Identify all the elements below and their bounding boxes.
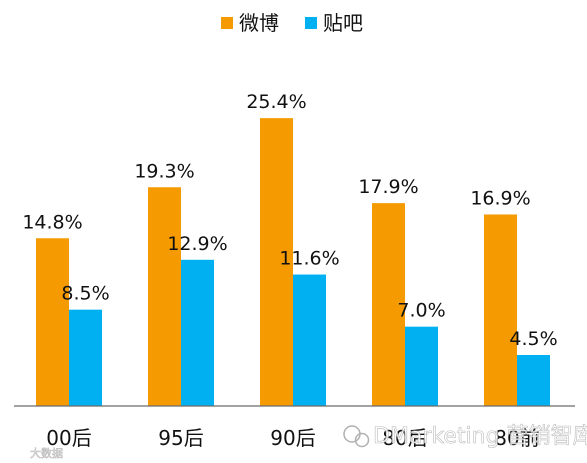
wechat-icon-2 (354, 432, 370, 448)
bar-weibo-1 (148, 187, 181, 406)
data-label-tieba-3: 7.0% (397, 300, 445, 322)
bar-weibo-0 (36, 238, 69, 406)
x-tick-label-0: 00后 (46, 426, 91, 450)
data-label-weibo-1: 19.3% (134, 160, 194, 182)
bar-tieba-0 (69, 309, 102, 406)
bar-weibo-4 (484, 214, 517, 406)
bar-weibo-2 (260, 118, 293, 406)
legend-label-weibo: 微博 (239, 11, 279, 35)
legend: 微博 贴吧 (221, 11, 363, 35)
bar-tieba-4 (517, 355, 550, 406)
data-label-weibo-4: 16.9% (470, 187, 530, 209)
x-axis-ticks: 00后 95后 90后 80后 80前 (46, 426, 539, 450)
data-labels: 14.8% 8.5% 19.3% 12.9% 25.4% 11.6% 17.9% 7.0% 16… (22, 91, 557, 350)
legend-swatch-tieba (305, 17, 317, 29)
legend-label-tieba: 贴吧 (323, 11, 363, 35)
bar-weibo-3 (372, 203, 405, 406)
x-tick-label-2: 90后 (270, 426, 315, 450)
data-label-weibo-0: 14.8% (22, 211, 82, 233)
x-tick-label-4: 80前 (494, 426, 539, 450)
watermark-right: DMarketing 营销智库 (343, 424, 587, 449)
x-tick-label-1: 95后 (158, 426, 203, 450)
bar-tieba-3 (405, 326, 438, 406)
data-label-weibo-2: 25.4% (246, 91, 306, 113)
data-label-tieba-4: 4.5% (509, 328, 557, 350)
data-label-tieba-1: 12.9% (167, 233, 227, 255)
watermark-right-text: DMarketing 营销智库 (373, 424, 587, 449)
legend-swatch-weibo (221, 17, 233, 29)
watermark-left: 大数据 (30, 446, 64, 461)
data-label-tieba-0: 8.5% (61, 283, 109, 305)
x-tick-label-3: 80后 (382, 426, 427, 450)
bar-tieba-2 (293, 274, 326, 406)
bars (36, 118, 550, 406)
data-label-weibo-3: 17.9% (358, 176, 418, 198)
bar-tieba-1 (181, 259, 214, 406)
watermark-left-text: 大数据 (30, 446, 63, 460)
data-label-tieba-2: 11.6% (279, 248, 339, 270)
wechat-icon (343, 425, 361, 443)
